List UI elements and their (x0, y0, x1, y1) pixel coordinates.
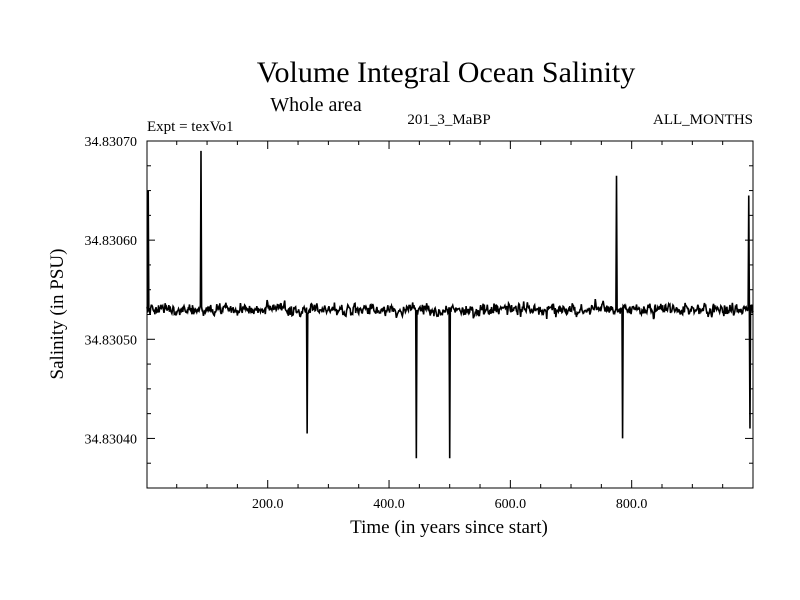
y-tick-label: 34.83050 (85, 333, 138, 348)
x-axis-label: Time (in years since start) (350, 517, 548, 538)
run-label: 201_3_MaBP (407, 112, 490, 128)
x-tick-label: 200.0 (252, 497, 284, 512)
y-tick-label: 34.83070 (85, 135, 138, 150)
y-tick-label: 34.83060 (85, 234, 138, 249)
axis-ticks (147, 140, 754, 489)
x-tick-label: 400.0 (373, 497, 405, 512)
months-label: ALL_MONTHS (653, 112, 753, 128)
x-tick-labels: 200.0 400.0 600.0 800.0 (252, 497, 647, 512)
x-tick-label: 800.0 (616, 497, 648, 512)
y-axis-label: Salinity (in PSU) (47, 249, 68, 380)
experiment-label: Expt = texVo1 (147, 119, 234, 135)
y-tick-label: 34.83040 (85, 432, 138, 447)
x-tick-label: 600.0 (495, 497, 527, 512)
salinity-series-line (146, 150, 754, 459)
chart-title: Volume Integral Ocean Salinity (257, 56, 636, 89)
y-tick-labels: 34.83040 34.83050 34.83060 34.83070 (85, 135, 138, 447)
chart-subtitle: Whole area (270, 94, 362, 116)
